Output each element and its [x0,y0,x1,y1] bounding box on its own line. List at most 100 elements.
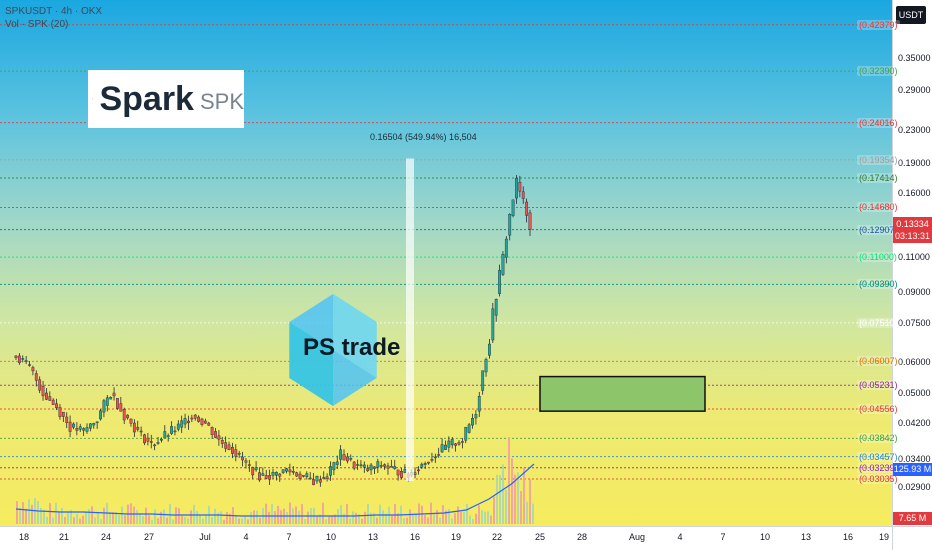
candle-body [369,464,373,471]
candle-body [515,178,518,199]
volume-bar [334,514,336,524]
level-label: (0.03035) [857,474,900,484]
candle-body [38,379,42,391]
volume-bar [151,519,153,524]
volume-bar [244,516,246,524]
candle-body [251,467,255,476]
candle-body [112,392,116,397]
price-chart[interactable] [0,0,892,526]
candle-body [214,431,217,438]
candle-body [119,403,123,412]
candle-body [122,409,126,421]
volume-bar [511,458,513,524]
candle-body [352,461,356,469]
volume-bar [286,512,288,524]
price-tick: 0.23000 [898,125,931,136]
volume-bar [31,504,33,524]
time-axis[interactable] [0,526,892,550]
time-tick: 19 [878,532,890,542]
volume-bar [514,474,516,524]
candle-body [460,441,464,443]
volume-bar [142,516,144,524]
price-tick: 0.03400 [898,454,931,465]
candle-body [325,476,329,479]
candle-body [75,428,79,431]
volume-bar [370,512,372,524]
volume-bar [466,504,468,524]
volume-bar [91,506,93,524]
volume-bar [319,514,321,524]
candle-body [203,420,207,424]
volume-bar [523,468,525,524]
volume-bar [229,513,231,524]
price-axis[interactable] [892,0,932,550]
volume-bar [175,507,177,524]
candle-body [247,464,251,466]
volume-ma-line [15,463,535,517]
symbol-title[interactable]: SPKUSDT · 4h · OKX [5,6,103,17]
candle-body [285,468,288,472]
volume-indicator-title[interactable]: Vol · SPK (20) [5,19,69,30]
volume-bar [532,503,534,524]
volume-bar [217,512,219,524]
candle-body [241,456,244,461]
candle-body [160,439,163,441]
volume-bar [49,503,51,524]
volume-bar [100,519,102,524]
price-tick: 0.06000 [898,356,931,367]
volume-bar [364,511,366,524]
candle-body [501,254,505,275]
level-label: (0.03239) [857,462,900,473]
candle-body [437,454,441,456]
candle-body [170,426,173,434]
candle-body [261,473,265,476]
time-tick: 16 [409,532,421,542]
time-tick: 10 [325,532,337,542]
candle-body [24,360,28,362]
candle-body [521,191,525,199]
volume-bar [154,509,156,524]
candle-body [34,373,38,381]
volume-bar [526,501,528,524]
volume-bar [349,518,351,524]
volume-bar [376,517,378,524]
candle-body [231,447,234,454]
candle-body [88,423,92,429]
volume-bar [115,511,117,524]
volume-bar [481,510,483,524]
candle-body [356,464,359,466]
volume-bar [199,514,201,524]
candle-body [82,428,86,431]
time-tick: 16 [842,532,854,542]
volume-bar [379,504,381,524]
volume-bar [46,516,48,524]
volume-bar [109,512,111,524]
axis-corner[interactable] [892,526,932,550]
volume-bar [391,515,393,524]
currency-badge[interactable]: USDT [896,6,926,24]
volume-bar [322,502,324,524]
volume-bar [454,513,456,524]
volume-bar [163,509,165,524]
candle-body [430,459,434,461]
candle-body [389,465,393,468]
volume-bar [139,514,141,524]
candle-body [298,473,302,479]
volume-bar [529,479,531,524]
volume-bar [505,489,507,524]
candle-body [413,472,417,475]
candle-body [454,443,458,446]
candle-body [508,214,512,236]
candle-body [305,473,309,477]
volume-bar [469,515,471,524]
volume-bar [88,509,90,524]
candle-body [457,442,461,445]
candle-body [227,444,231,451]
candle-body [41,386,45,397]
candle-body [477,396,481,412]
volume-bar [307,511,309,524]
candle-body [312,479,315,485]
volume-bar [265,503,267,524]
time-tick: Aug [628,532,646,542]
